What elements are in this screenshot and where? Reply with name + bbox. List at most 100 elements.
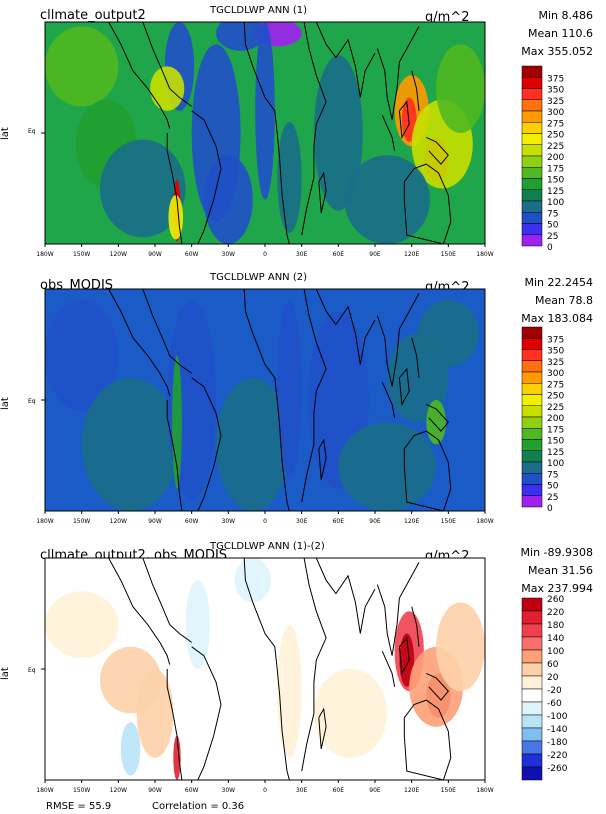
panel3-stat-max: Max 237.994 bbox=[521, 582, 593, 595]
panel2-eq-label: Eq bbox=[28, 398, 36, 405]
panel1-eq-label: Eq bbox=[28, 128, 36, 135]
x-tick-label: 60E bbox=[333, 787, 345, 794]
colorbar-swatch bbox=[521, 649, 543, 664]
x-tick-label: 30E bbox=[296, 251, 308, 258]
colorbar-label: 225 bbox=[547, 403, 564, 413]
contour-region bbox=[150, 66, 185, 111]
colorbar-swatch bbox=[521, 349, 543, 361]
coastline bbox=[191, 646, 222, 780]
coastline bbox=[301, 558, 327, 772]
colorbar-label: 140 bbox=[547, 634, 564, 644]
panel1-case-label: cllmate_output2 bbox=[40, 8, 146, 23]
colorbar-swatch bbox=[521, 662, 543, 677]
panel2-stat-mean: Mean 78.8 bbox=[535, 294, 593, 307]
panel3-stat-mean: Mean 31.56 bbox=[528, 564, 593, 577]
coastline bbox=[301, 22, 327, 236]
colorbar-swatch bbox=[521, 753, 543, 768]
contour-region bbox=[313, 669, 388, 758]
colorbar-label: -60 bbox=[547, 699, 562, 709]
coastline bbox=[411, 606, 420, 647]
colorbar-swatch bbox=[521, 405, 543, 418]
coastline bbox=[318, 438, 327, 481]
colorbar-label: 200 bbox=[547, 414, 564, 424]
x-tick-label: 60W bbox=[185, 251, 199, 258]
colorbar-swatch bbox=[521, 360, 543, 373]
coastline bbox=[142, 289, 192, 374]
colorbar-label: 175 bbox=[547, 164, 564, 174]
contour-region bbox=[426, 400, 446, 445]
coastline bbox=[191, 110, 222, 244]
x-tick-label: 60E bbox=[333, 518, 345, 525]
coastline bbox=[243, 22, 290, 244]
colorbar-swatch bbox=[521, 383, 543, 395]
x-tick-label: 120E bbox=[404, 518, 419, 525]
colorbar-label: 100 bbox=[547, 647, 564, 657]
coastline bbox=[166, 400, 183, 511]
panel-3-colorbar: 260 220 180 140 100 60 20 -20 -60 -100 -140 -180 -22… bbox=[521, 595, 568, 781]
colorbar-label: 220 bbox=[547, 608, 564, 618]
colorbar-swatch bbox=[521, 740, 543, 755]
colorbar-label: 375 bbox=[547, 335, 564, 345]
colorbar-label: 350 bbox=[547, 347, 564, 357]
colorbar-swatch bbox=[521, 636, 543, 651]
contour-region bbox=[168, 195, 184, 240]
rmse-label: RMSE = 55.9 bbox=[46, 801, 112, 812]
x-tick-label: 120W bbox=[110, 787, 127, 794]
x-tick-label: 180W bbox=[476, 251, 493, 258]
contour-region bbox=[203, 155, 253, 244]
colorbar-swatch bbox=[521, 110, 543, 123]
colorbar-swatch bbox=[521, 610, 543, 625]
colorbar-swatch bbox=[521, 212, 543, 224]
colorbar-swatch bbox=[521, 597, 543, 612]
contour-region bbox=[99, 139, 186, 238]
x-tick-label: 180W bbox=[36, 787, 53, 794]
contour-region bbox=[45, 591, 119, 658]
panel-1-map: 180W 150W 120W 90W 60W 30W 0 30E 60E 90E 120E 150E 1… bbox=[36, 21, 494, 258]
colorbar-swatch bbox=[521, 701, 543, 716]
contour-region bbox=[344, 155, 430, 244]
contour-region bbox=[185, 580, 210, 669]
coastline bbox=[403, 699, 452, 780]
colorbar-swatch bbox=[521, 727, 543, 742]
colorbar-swatch bbox=[521, 394, 543, 406]
x-tick-label: 120E bbox=[404, 787, 419, 794]
colorbar-label: 50 bbox=[547, 482, 559, 492]
colorbar-swatch bbox=[521, 167, 543, 179]
colorbar-swatch bbox=[521, 99, 543, 112]
x-tick-label: 120W bbox=[110, 251, 127, 258]
x-tick-label: 180W bbox=[36, 518, 53, 525]
colorbar-label: 260 bbox=[547, 595, 564, 605]
panel-2-colorbar: 3753503253002752502252001751501251007550… bbox=[521, 326, 564, 514]
contour-region bbox=[234, 558, 272, 603]
contour-region bbox=[45, 26, 119, 107]
contour-region bbox=[436, 44, 485, 133]
coastline bbox=[142, 22, 192, 107]
x-tick-label: 180W bbox=[476, 518, 493, 525]
colorbar-label: 250 bbox=[547, 131, 564, 141]
panel3-eq-label: Eq bbox=[28, 667, 36, 674]
colorbar-label: 150 bbox=[547, 437, 564, 447]
x-tick-label: 150E bbox=[441, 518, 456, 525]
colorbar-label: 275 bbox=[547, 119, 564, 129]
coastline bbox=[398, 636, 410, 676]
colorbar-label: 300 bbox=[547, 369, 564, 379]
colorbar-label: 100 bbox=[547, 459, 564, 469]
colorbar-label: -260 bbox=[547, 764, 568, 774]
coastline bbox=[243, 558, 290, 780]
coastline bbox=[411, 70, 420, 111]
x-tick-label: 0 bbox=[263, 787, 267, 794]
colorbar-label: -140 bbox=[547, 725, 568, 735]
x-tick-label: 90W bbox=[148, 787, 162, 794]
contour-region bbox=[255, 22, 275, 200]
colorbar-swatch bbox=[521, 714, 543, 729]
colorbar-label: 100 bbox=[547, 198, 564, 208]
colorbar-swatch bbox=[521, 495, 543, 508]
coastline bbox=[166, 133, 183, 244]
colorbar-label: 25 bbox=[547, 232, 558, 242]
colorbar-label: 0 bbox=[547, 504, 553, 514]
contour-region bbox=[173, 735, 181, 780]
colorbar-label: 20 bbox=[547, 673, 559, 683]
coastline bbox=[315, 558, 376, 634]
colorbar-swatch bbox=[521, 144, 543, 157]
colorbar-swatch bbox=[521, 122, 543, 134]
